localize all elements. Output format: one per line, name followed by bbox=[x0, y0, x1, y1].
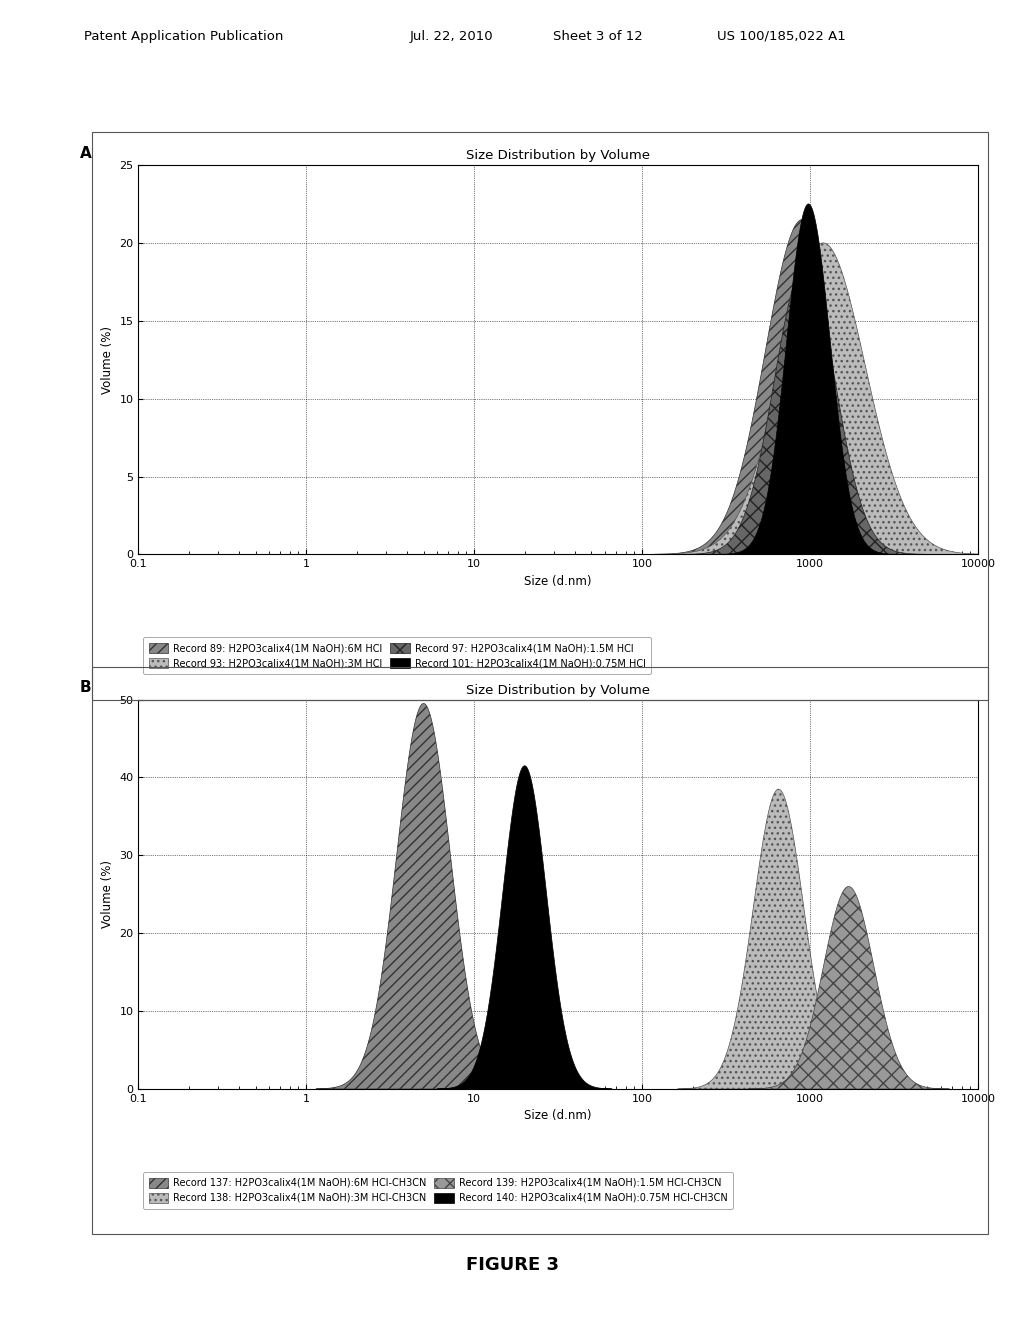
Y-axis label: Volume (%): Volume (%) bbox=[100, 861, 114, 928]
Y-axis label: Volume (%): Volume (%) bbox=[100, 326, 114, 393]
Text: A: A bbox=[80, 145, 91, 161]
Text: Jul. 22, 2010: Jul. 22, 2010 bbox=[410, 29, 494, 42]
Title: Size Distribution by Volume: Size Distribution by Volume bbox=[466, 149, 650, 162]
X-axis label: Size (d.nm): Size (d.nm) bbox=[524, 574, 592, 587]
Legend: Record 89: H2PO3calix4(1M NaOH):6M HCl, Record 93: H2PO3calix4(1M NaOH):3M HCl, : Record 89: H2PO3calix4(1M NaOH):6M HCl, … bbox=[143, 638, 651, 675]
Legend: Record 137: H2PO3calix4(1M NaOH):6M HCl-CH3CN, Record 138: H2PO3calix4(1M NaOH):: Record 137: H2PO3calix4(1M NaOH):6M HCl-… bbox=[143, 1172, 733, 1209]
Text: B: B bbox=[80, 680, 91, 696]
Title: Size Distribution by Volume: Size Distribution by Volume bbox=[466, 684, 650, 697]
Text: Sheet 3 of 12: Sheet 3 of 12 bbox=[553, 29, 643, 42]
Text: Patent Application Publication: Patent Application Publication bbox=[84, 29, 284, 42]
Text: US 100/185,022 A1: US 100/185,022 A1 bbox=[717, 29, 846, 42]
X-axis label: Size (d.nm): Size (d.nm) bbox=[524, 1109, 592, 1122]
Text: FIGURE 3: FIGURE 3 bbox=[466, 1255, 558, 1274]
